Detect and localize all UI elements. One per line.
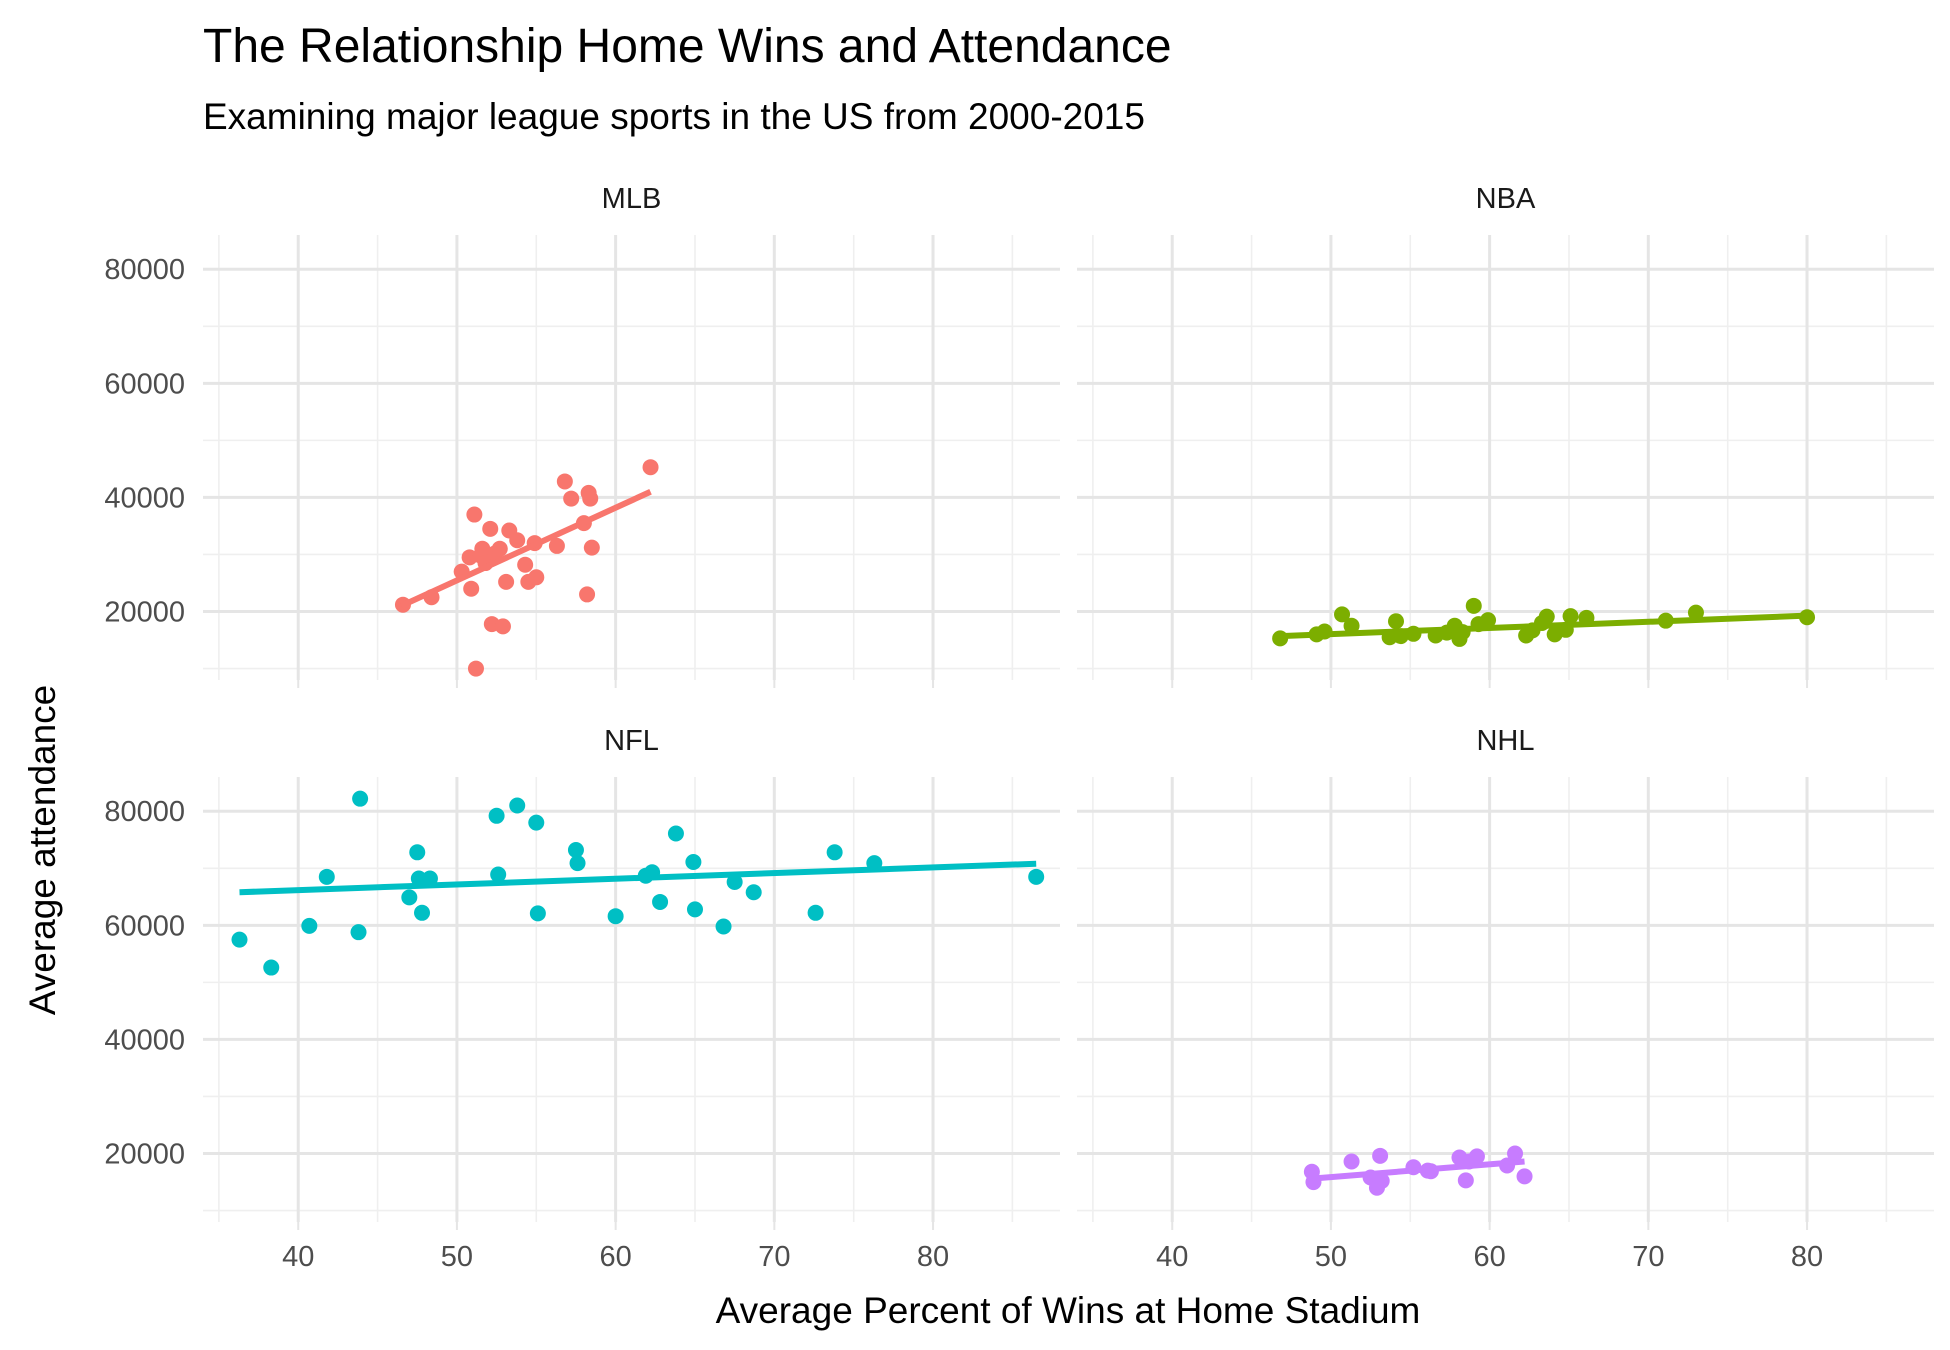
data-point [642, 459, 659, 476]
data-point [517, 556, 534, 573]
facet-label-nhl: NHL [1476, 725, 1534, 757]
data-point [1480, 612, 1497, 629]
facet-label-nba: NBA [1476, 183, 1536, 215]
facet-mlb: MLB 20000 40000 60000 80000 [104, 183, 1060, 688]
data-point [1457, 1172, 1474, 1189]
data-point [528, 814, 545, 831]
data-point [607, 908, 624, 925]
data-point [231, 931, 248, 948]
data-point [1538, 608, 1555, 625]
x-axis-title: Average Percent of Wins at Home Stadium [716, 1290, 1421, 1331]
facet-nhl: NHL 40 50 60 70 80 [1077, 725, 1934, 1273]
data-point [1343, 1153, 1360, 1170]
data-point [726, 873, 743, 890]
data-point [410, 870, 427, 887]
data-point [1507, 1145, 1524, 1162]
x-tick-label: 40 [1156, 1241, 1188, 1273]
y-axis-title: Average attendance [22, 685, 63, 1016]
data-point [490, 866, 507, 883]
data-point [826, 844, 843, 861]
data-point [1387, 613, 1404, 630]
data-point [509, 532, 526, 549]
data-point [1687, 604, 1704, 621]
facet-nfl: NFL 20000 40000 60000 80000 40 50 60 70 80 [104, 725, 1060, 1273]
data-point [466, 506, 483, 523]
chart-subtitle: Examining major league sports in the US … [203, 96, 1145, 137]
facet-nba: NBA [1077, 183, 1934, 688]
data-point [350, 924, 367, 941]
y-tick-label: 20000 [104, 597, 185, 629]
chart-title: The Relationship Home Wins and Attendanc… [203, 20, 1172, 73]
data-point [556, 473, 573, 490]
data-point [1468, 1148, 1485, 1165]
data-point [583, 539, 600, 556]
data-point [579, 586, 596, 603]
y-tick-label: 40000 [104, 482, 185, 514]
data-point [463, 580, 480, 597]
data-point [582, 490, 599, 507]
trend-line [1311, 1158, 1525, 1182]
data-point [529, 905, 546, 922]
data-point [686, 901, 703, 918]
data-point [263, 959, 280, 976]
x-tick-label: 60 [599, 1241, 631, 1273]
x-tick-label: 50 [441, 1241, 473, 1273]
x-tick-label: 70 [758, 1241, 790, 1273]
y-tick-label: 60000 [104, 910, 185, 942]
data-point [491, 540, 508, 557]
y-tick-label: 60000 [104, 368, 185, 400]
data-point [498, 573, 515, 590]
data-point [807, 904, 824, 921]
y-tick-label: 40000 [104, 1024, 185, 1056]
data-point [401, 889, 418, 906]
data-point [563, 490, 580, 507]
x-tick-label: 70 [1632, 1241, 1664, 1273]
facet-panels: MLB 20000 40000 60000 80000 NBA NFL 20000 40000 6… [104, 183, 1934, 1273]
data-point [488, 807, 505, 824]
y-tick-label: 20000 [104, 1139, 185, 1171]
data-point [667, 825, 684, 842]
data-point [414, 904, 431, 921]
data-point [467, 660, 484, 677]
data-point [569, 855, 586, 872]
x-tick-label: 80 [1791, 1241, 1823, 1273]
data-point [745, 884, 762, 901]
data-point [685, 854, 702, 871]
data-point [409, 844, 426, 861]
data-point [474, 540, 491, 557]
x-tick-label: 40 [282, 1241, 314, 1273]
facet-label-nfl: NFL [604, 725, 659, 757]
data-point [1516, 1168, 1533, 1185]
x-tick-label: 80 [917, 1241, 949, 1273]
data-point [1334, 606, 1351, 623]
data-point [1373, 1172, 1390, 1189]
data-point [482, 520, 499, 537]
data-point [548, 537, 565, 554]
data-point [301, 917, 318, 934]
data-point [352, 790, 369, 807]
data-point [1343, 617, 1360, 634]
data-point [715, 918, 732, 935]
x-tick-label: 60 [1473, 1241, 1505, 1273]
data-point [1028, 868, 1045, 885]
y-tick-label: 80000 [104, 796, 185, 828]
data-point [1372, 1147, 1389, 1164]
trend-line [239, 860, 1037, 896]
x-tick-label: 50 [1315, 1241, 1347, 1273]
data-point [494, 618, 511, 635]
data-point [567, 842, 584, 859]
data-point [652, 893, 669, 910]
data-point [1465, 597, 1482, 614]
y-tick-label: 80000 [104, 254, 185, 286]
trend-line [400, 489, 652, 609]
data-point [318, 868, 335, 885]
data-point [528, 569, 545, 586]
data-point [1562, 608, 1579, 625]
trend-line [1280, 612, 1811, 640]
facet-label-mlb: MLB [602, 183, 662, 215]
data-point [509, 797, 526, 814]
